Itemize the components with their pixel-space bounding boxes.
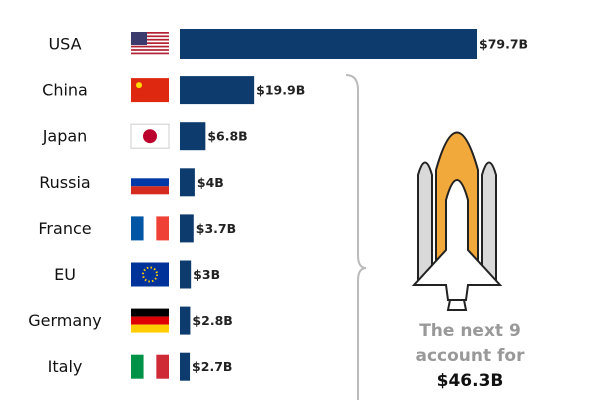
category-label: China: [42, 81, 88, 100]
flag-icon: [130, 123, 170, 149]
flag-part: [131, 45, 169, 48]
shuttle-icon: [411, 131, 503, 311]
flag-part: [131, 324, 169, 333]
flag-part: [131, 262, 169, 287]
flag-part: [143, 354, 157, 379]
flag-icon: [131, 170, 169, 195]
bar: [180, 260, 192, 289]
flag-part: [131, 49, 169, 51]
flag-part: [131, 35, 169, 38]
flag-icon: [131, 216, 169, 241]
flag-icon: [131, 308, 169, 333]
annotation: The next 9: [419, 321, 521, 341]
flag-part: [131, 42, 169, 44]
flag-part: [131, 52, 169, 55]
flag-part: [131, 316, 169, 325]
category-label: Germany: [28, 311, 102, 330]
flag-part: [142, 266, 158, 283]
bar: [180, 29, 477, 59]
value-label: $19.9B: [256, 83, 305, 98]
flag-icon: [131, 354, 169, 379]
value-label: $2.8B: [192, 313, 232, 328]
value-label: $2.7B: [192, 359, 232, 374]
value-label: $3.7B: [196, 221, 236, 236]
value-label: $4B: [197, 175, 224, 190]
flag-part: [143, 129, 157, 144]
annotation: $46.3B: [437, 371, 504, 391]
flag-icon: [131, 262, 169, 287]
flag-part: [131, 308, 169, 317]
flag-part: [143, 216, 157, 241]
bar: [180, 306, 191, 335]
value-label: $6.8B: [207, 129, 247, 144]
category-label: Italy: [48, 357, 83, 376]
flag-part: [131, 170, 169, 179]
category-label: Russia: [39, 173, 90, 192]
annotation: account for: [415, 346, 525, 366]
bar: [180, 352, 191, 381]
flag-part: [131, 32, 147, 45]
bar: [180, 168, 195, 197]
flag-part: [156, 216, 169, 241]
bar: [180, 76, 255, 105]
category-label: France: [38, 219, 91, 238]
flag-icon: [131, 32, 169, 55]
category-label: EU: [54, 265, 76, 284]
flag-part: [130, 123, 170, 149]
flag-part: [131, 32, 169, 34]
bar: [180, 214, 194, 243]
flag-part: [131, 78, 169, 103]
value-label: $79.7B: [479, 37, 528, 52]
flag-part: [136, 82, 142, 89]
flag-part: [131, 216, 144, 241]
bar: [180, 122, 206, 151]
flag-part: [131, 186, 169, 195]
value-label: $3B: [193, 267, 220, 282]
category-label: Japan: [42, 127, 88, 146]
flag-part: [131, 354, 144, 379]
category-label: USA: [48, 35, 81, 54]
brace: [345, 74, 367, 400]
flag-part: [131, 38, 169, 41]
flag-icon: [131, 78, 169, 103]
flag-part: [156, 354, 169, 379]
flag-part: [131, 178, 169, 187]
